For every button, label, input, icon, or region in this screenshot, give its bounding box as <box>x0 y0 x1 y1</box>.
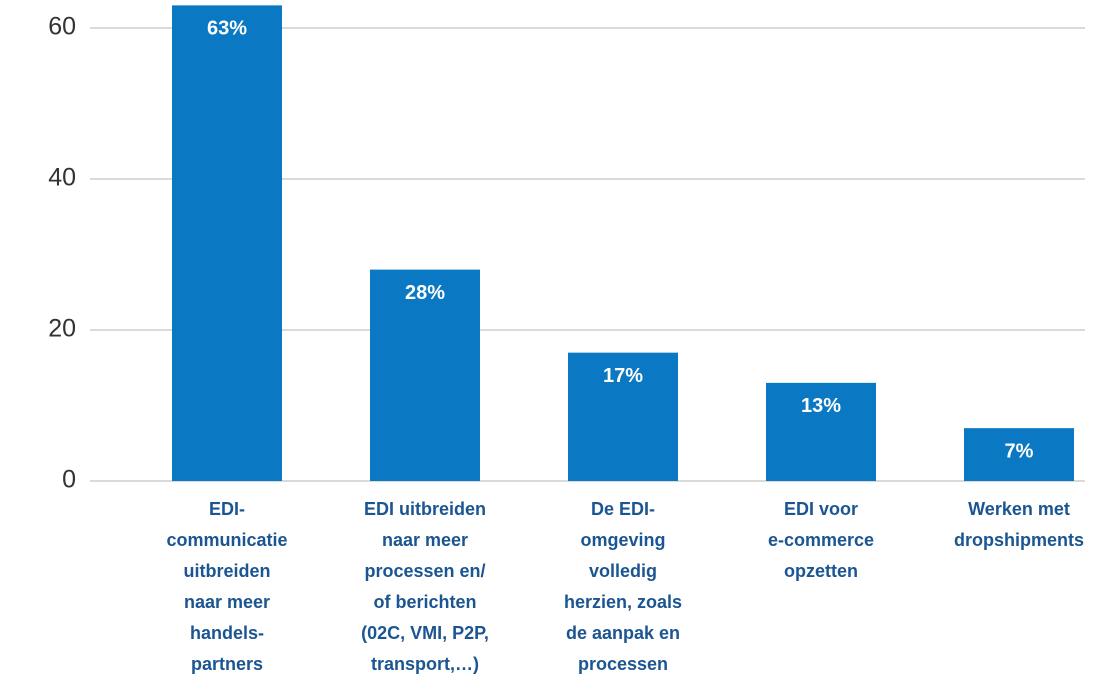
x-tick-label: EDI voor <box>784 499 858 519</box>
x-tick-label: processen en/ <box>364 561 485 581</box>
x-tick-label: (02C, VMI, P2P, <box>361 623 489 643</box>
y-tick-label: 40 <box>48 164 76 192</box>
x-tick-label: Werken met <box>968 499 1070 519</box>
value-label: 13% <box>801 395 841 417</box>
x-tick-label: opzetten <box>784 561 858 581</box>
x-tick-label: de aanpak en <box>566 623 680 643</box>
x-tick-label: e-commerce <box>768 530 874 550</box>
value-label: 7% <box>1005 440 1034 462</box>
x-tick-label: EDI- <box>209 499 245 519</box>
bar <box>172 5 282 481</box>
x-tick-label: partners <box>191 654 263 674</box>
bar <box>568 352 678 481</box>
x-tick-label: volledig <box>589 561 657 581</box>
x-tick-label: omgeving <box>580 530 665 550</box>
value-label: 63% <box>207 18 247 40</box>
x-tick-label: handels- <box>190 623 264 643</box>
y-tick-label: 60 <box>48 13 76 41</box>
x-tick-label: dropshipments <box>954 530 1084 550</box>
x-tick-label: transport,…) <box>371 654 479 674</box>
bar <box>766 382 876 481</box>
x-tick-label: EDI uitbreiden <box>364 499 486 519</box>
y-tick-label: 0 <box>62 466 76 494</box>
y-tick-label: 20 <box>48 315 76 343</box>
bar <box>964 428 1074 481</box>
x-tick-label: communicatie <box>166 530 287 550</box>
bar <box>370 269 480 481</box>
value-label: 17% <box>603 365 643 387</box>
x-tick-label: of berichten <box>373 592 476 612</box>
value-label: 28% <box>405 282 445 304</box>
x-tick-label: naar meer <box>184 592 270 612</box>
x-tick-label: uitbreiden <box>183 561 270 581</box>
x-tick-label: processen <box>578 654 668 674</box>
x-tick-label: De EDI- <box>591 499 655 519</box>
x-tick-label: naar meer <box>382 530 468 550</box>
x-tick-label: herzien, zoals <box>564 592 682 612</box>
